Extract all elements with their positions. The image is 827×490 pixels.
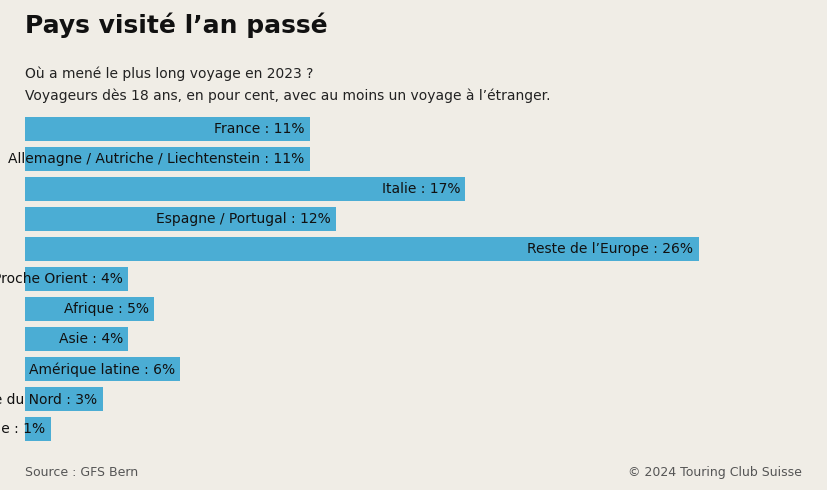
Bar [25, 267, 128, 292]
Bar [25, 177, 466, 201]
Bar [25, 147, 310, 171]
Text: Asie : 4%: Asie : 4% [59, 332, 123, 346]
Text: Allemagne / Autriche / Liechtenstein : 11%: Allemagne / Autriche / Liechtenstein : 1… [8, 152, 304, 166]
Bar [25, 117, 310, 141]
Text: Espagne / Portugal : 12%: Espagne / Portugal : 12% [155, 212, 331, 226]
Text: Amérique latine : 6%: Amérique latine : 6% [29, 362, 175, 377]
Text: Où a mené le plus long voyage en 2023 ?: Où a mené le plus long voyage en 2023 ? [25, 66, 313, 81]
Text: Voyageurs dès 18 ans, en pour cent, avec au moins un voyage à l’étranger.: Voyageurs dès 18 ans, en pour cent, avec… [25, 88, 550, 103]
Text: Source : GFS Bern: Source : GFS Bern [25, 466, 138, 479]
Text: Reste de l’Europe : 26%: Reste de l’Europe : 26% [528, 242, 693, 256]
Bar [25, 417, 50, 441]
Text: Océanie : 1%: Océanie : 1% [0, 422, 45, 437]
Text: Italie : 17%: Italie : 17% [381, 182, 460, 196]
Bar [25, 357, 180, 381]
Text: France : 11%: France : 11% [214, 122, 304, 136]
Text: Afrique : 5%: Afrique : 5% [65, 302, 149, 317]
Bar [25, 207, 336, 231]
Text: Proche Orient : 4%: Proche Orient : 4% [0, 272, 123, 286]
Bar [25, 297, 155, 321]
Text: Amérique du Nord : 3%: Amérique du Nord : 3% [0, 392, 98, 407]
Bar [25, 237, 699, 261]
Text: Pays visité l’an passé: Pays visité l’an passé [25, 12, 327, 38]
Bar [25, 388, 103, 412]
Text: © 2024 Touring Club Suisse: © 2024 Touring Club Suisse [629, 466, 802, 479]
Bar [25, 327, 128, 351]
